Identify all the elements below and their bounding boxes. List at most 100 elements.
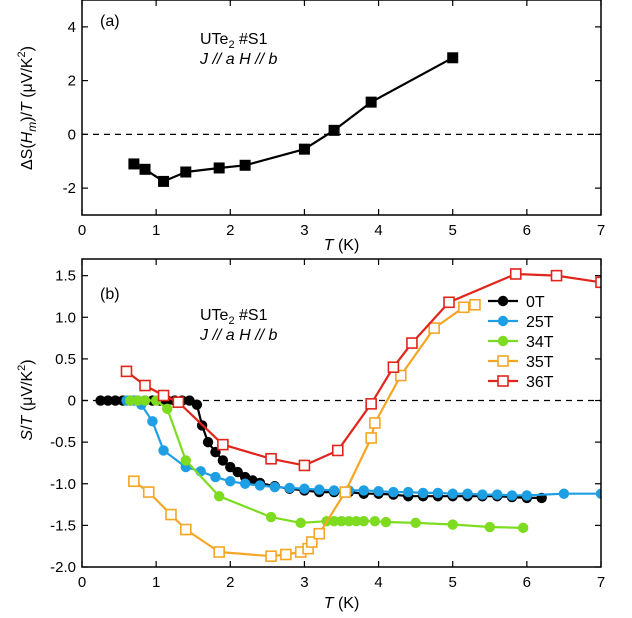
data-point-series-0 [139, 163, 151, 175]
data-point-34t [343, 516, 355, 527]
data-point-34t [124, 395, 136, 406]
data-point-0t [110, 395, 121, 406]
data-point-36t [331, 444, 344, 457]
x-tick-label: 3 [300, 222, 308, 239]
y-tick-label: 0.5 [55, 351, 76, 368]
orientation-annotation: J // a H // b [199, 327, 277, 344]
data-point-34t [447, 519, 458, 530]
data-point-0t [102, 395, 114, 406]
data-point-35t [313, 527, 326, 540]
data-point-series-0 [158, 175, 170, 187]
data-point-series-0 [298, 143, 310, 155]
data-point-35t [395, 369, 407, 382]
data-point-series-0 [365, 96, 377, 108]
x-axis-label: T (K) [324, 595, 360, 612]
data-point-35t [128, 475, 140, 488]
data-point-34t [380, 516, 392, 528]
y-tick-label: 4 [68, 19, 76, 36]
data-point-36t [595, 276, 601, 289]
series-line-series-0 [133, 56, 454, 183]
y-tick-label: 1.5 [55, 268, 76, 285]
y-tick-label: 1.0 [55, 309, 76, 326]
x-axis-label: T (K) [324, 237, 360, 254]
y-tick-label: -2 [63, 180, 76, 197]
data-point-series-0 [180, 166, 192, 178]
data-point-25t [477, 489, 488, 500]
data-point-36t [120, 365, 133, 378]
data-point-36t [443, 296, 455, 309]
data-point-35t [213, 546, 225, 558]
legend-label-0t: 0T [526, 294, 545, 311]
data-point-25t [432, 487, 444, 499]
y-tick-label: 2 [68, 73, 76, 90]
x-tick-label: 2 [226, 222, 234, 239]
plot-area [128, 52, 459, 187]
data-point-25t [506, 490, 518, 501]
data-point-25t [239, 478, 251, 489]
x-tick-label: 5 [449, 574, 457, 591]
data-point-34t [162, 403, 173, 415]
legend-label-34t: 34T [526, 334, 554, 351]
legend-label-36t: 36T [526, 374, 554, 391]
sample-annotation: UTe2 #S1 [200, 31, 268, 51]
data-point-25t [328, 485, 340, 496]
data-point-25t [417, 487, 429, 499]
x-tick-label: 7 [597, 222, 605, 239]
data-point-35t [280, 548, 292, 561]
data-point-series-0 [213, 162, 225, 174]
data-point-34t [213, 491, 225, 502]
data-point-25t [462, 488, 473, 499]
data-point-35t [428, 322, 440, 334]
x-tick-label: 1 [152, 574, 160, 591]
data-point-36t [265, 452, 277, 465]
x-tick-label: 7 [597, 574, 605, 591]
data-point-0t [191, 399, 203, 410]
data-point-25t [558, 488, 570, 499]
data-point-25t [373, 486, 384, 497]
legend-label-35t: 35T [526, 354, 554, 371]
legend-label-25t: 25T [526, 314, 554, 331]
data-point-34t [336, 516, 347, 527]
data-point-36t [298, 459, 311, 472]
data-point-0t [225, 461, 236, 473]
legend-swatch-marker [497, 295, 509, 307]
y-tick-label: -1.0 [50, 476, 76, 493]
data-point-25t [158, 445, 169, 456]
data-point-0t [202, 436, 214, 448]
data-point-25t [521, 490, 533, 501]
data-point-34t [180, 455, 191, 466]
data-point-36t [139, 379, 151, 392]
y-tick-label: -2.0 [50, 559, 76, 576]
y-tick-label: -1.5 [50, 517, 76, 534]
data-point-25t [595, 488, 601, 499]
data-point-25t [403, 486, 414, 498]
data-point-0t [95, 395, 106, 406]
data-point-35t [369, 417, 381, 429]
x-tick-label: 1 [152, 222, 160, 239]
data-point-34t [328, 516, 340, 527]
panel-label: (b) [100, 286, 120, 303]
legend: 0T 25T 34T 35T 36T [488, 294, 554, 391]
data-point-36t [172, 396, 185, 408]
data-point-25t [284, 482, 295, 494]
data-point-34t [369, 516, 381, 527]
x-tick-label: 0 [78, 574, 86, 591]
data-point-25t [447, 488, 458, 499]
data-point-35t [265, 550, 277, 562]
data-point-35t [142, 486, 155, 498]
panel-label: (a) [100, 13, 120, 30]
y-axis-label: ΔS(Hm)/T (μV/K2) [16, 46, 39, 170]
data-point-25t [358, 485, 369, 496]
y-tick-label: -0.5 [50, 434, 76, 451]
data-point-25t [147, 416, 158, 427]
series-line-35t [133, 303, 476, 558]
data-point-36t [550, 269, 563, 282]
data-point-36t [406, 337, 418, 349]
data-point-25t [314, 484, 325, 495]
data-point-34t [517, 522, 529, 534]
data-point-36t [365, 398, 377, 410]
data-point-35t [306, 536, 318, 548]
data-point-34t [484, 521, 495, 533]
data-point-36t [509, 268, 522, 280]
